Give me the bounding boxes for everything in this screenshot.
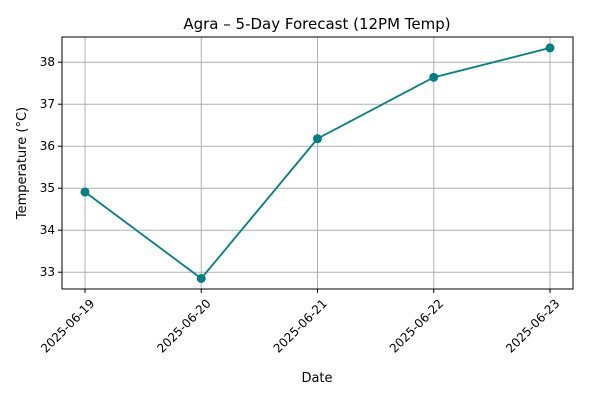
y-tick-label: 37 bbox=[40, 97, 55, 111]
series-layer bbox=[80, 43, 555, 283]
data-point bbox=[196, 274, 206, 283]
y-tick-label: 35 bbox=[40, 181, 55, 195]
x-axis-label: Date bbox=[301, 371, 332, 386]
y-tick-label: 38 bbox=[40, 55, 55, 69]
data-point bbox=[545, 43, 555, 53]
y-axis: 33 34 35 36 37 38 bbox=[40, 55, 62, 279]
y-axis-label: Temperature (°C) bbox=[15, 107, 30, 220]
y-tick-label: 34 bbox=[40, 223, 55, 237]
grid bbox=[62, 37, 573, 289]
data-point bbox=[429, 72, 439, 82]
data-point bbox=[313, 134, 322, 144]
chart-title: Agra – 5-Day Forecast (12PM Temp) bbox=[183, 15, 450, 33]
y-tick-label: 33 bbox=[40, 265, 55, 279]
y-tick-label: 36 bbox=[40, 139, 55, 153]
data-point bbox=[80, 187, 90, 197]
